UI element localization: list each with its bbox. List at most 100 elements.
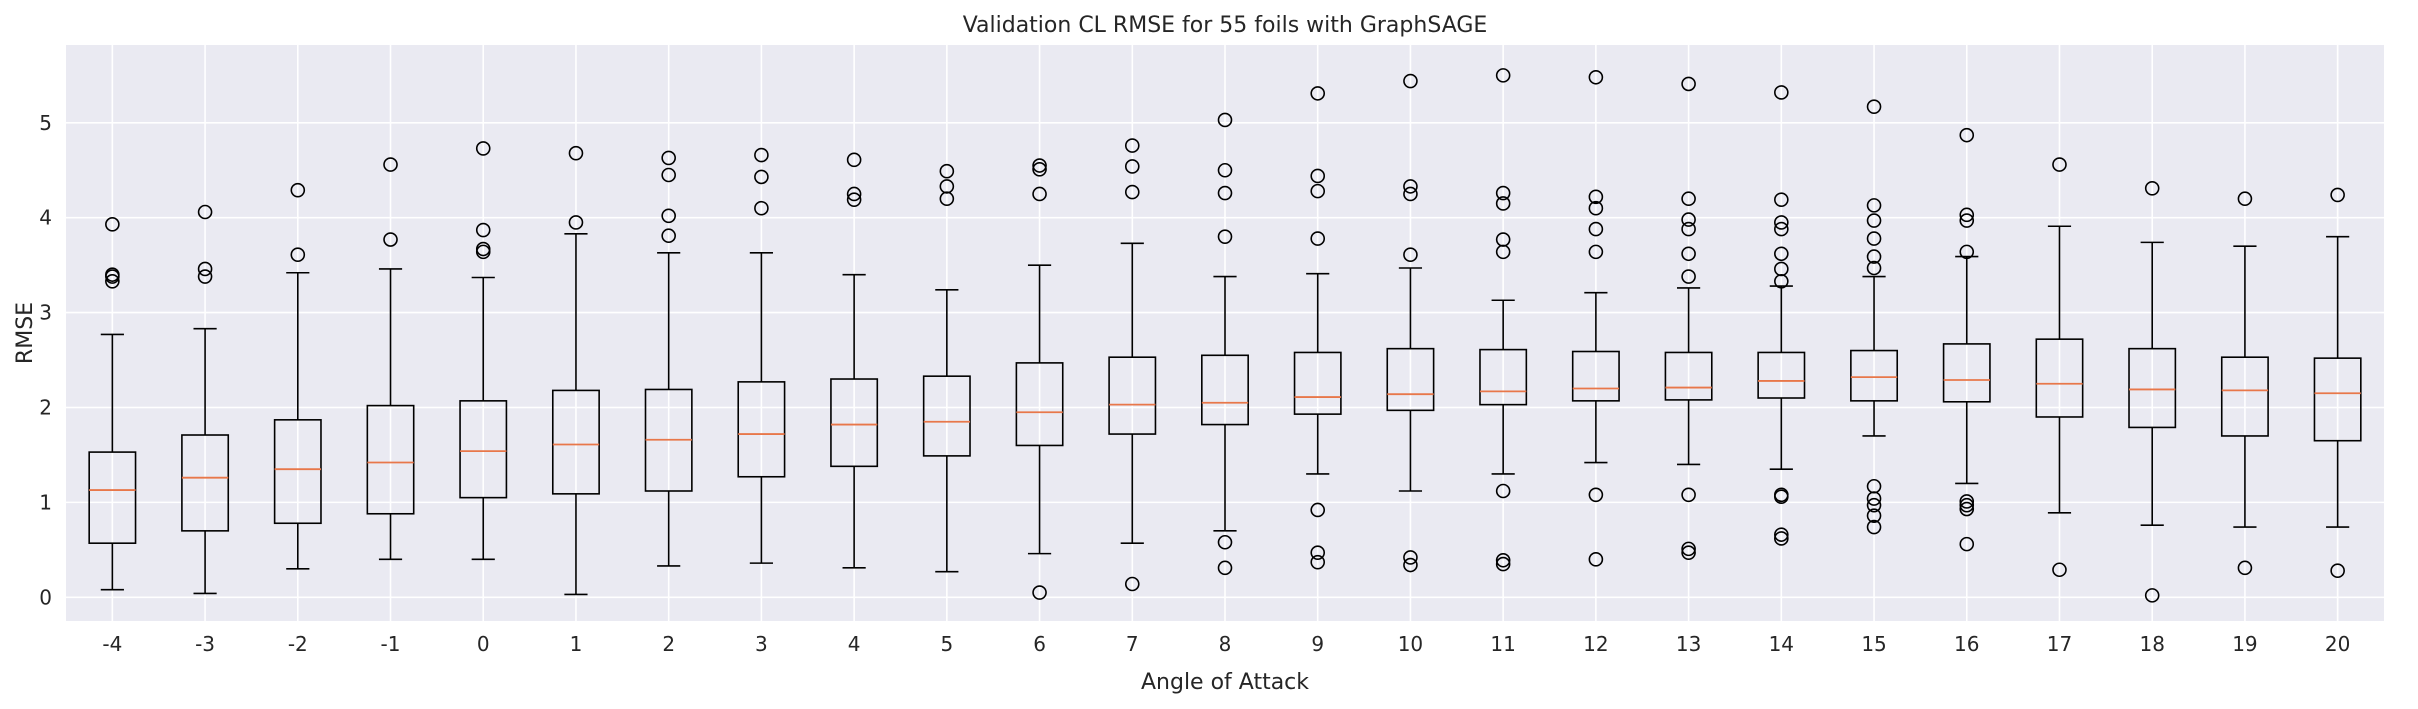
box-body [1015, 362, 1064, 447]
box-body [2313, 357, 2362, 442]
outlier-point [1124, 159, 1140, 174]
outlier-point [1959, 213, 1975, 228]
box-18 [2128, 180, 2177, 603]
box-9 [1293, 86, 1342, 570]
box-2 [644, 150, 693, 567]
outlier-point [1495, 196, 1511, 211]
x-tick-label: 12 [1583, 632, 1608, 656]
outlier-point [1495, 552, 1511, 568]
outlier-point [1588, 189, 1604, 205]
box-body [1386, 347, 1435, 412]
box-body [366, 404, 415, 515]
x-axis-label: Angle of Attack [1141, 670, 1309, 695]
outlier-point [1681, 269, 1696, 284]
outlier-point [383, 157, 398, 172]
outlier-point [1866, 231, 1882, 246]
box-body [88, 451, 137, 544]
outlier-point [290, 247, 306, 263]
box-1 [551, 145, 600, 596]
outlier-point [1866, 508, 1882, 523]
outlier-point [1774, 527, 1789, 542]
outlier-point [2330, 563, 2345, 579]
x-tick-labels: -4 -3 -2 -1 0 1 2 3 4 5 6 7 8 9 10 11 12 13 14 15 16 17 18 19 20 [102, 632, 2350, 656]
outlier-point [1032, 186, 1047, 202]
box-13 [1664, 76, 1713, 560]
x-tick-label: 1 [570, 632, 583, 656]
outlier-point [939, 163, 955, 179]
box-0 [459, 141, 508, 561]
x-tick-label: 16 [1954, 632, 1979, 656]
box-body [2128, 347, 2177, 429]
box-body [1664, 351, 1713, 401]
outlier-point [568, 145, 584, 161]
x-tick-label: 5 [940, 632, 953, 656]
box-4 [830, 152, 879, 569]
box-19 [2220, 191, 2269, 576]
outlier-point [1866, 497, 1882, 513]
y-tick-label: 0 [39, 585, 52, 609]
outlier-point [939, 179, 955, 194]
outlier-point [1866, 260, 1882, 276]
outlier-point [1681, 76, 1696, 92]
outlier-point [2237, 560, 2253, 576]
outlier-point [661, 228, 676, 244]
outlier-point [1403, 179, 1418, 194]
box-body [922, 375, 971, 457]
box-5 [922, 163, 971, 573]
x-tick-label: 9 [1311, 632, 1324, 656]
outlier-point [2330, 187, 2345, 203]
outlier-point [1310, 554, 1326, 570]
outlier-point [1403, 557, 1418, 573]
outlier-point [1310, 168, 1326, 184]
outlier-point [1774, 531, 1789, 546]
outlier-point [1217, 162, 1233, 178]
outlier-point [475, 222, 491, 238]
outlier-point [1959, 497, 1975, 513]
outlier-point [1681, 246, 1696, 262]
x-tick-label: 18 [2139, 632, 2164, 656]
outlier-point [1866, 478, 1882, 494]
outlier-point [105, 267, 120, 282]
x-tick-label: 11 [1490, 632, 1515, 656]
x-tick-label: 2 [662, 632, 675, 656]
outlier-point [1217, 560, 1233, 576]
outlier-point [197, 204, 213, 220]
outlier-point [1310, 86, 1326, 101]
outlier-point [1217, 229, 1233, 244]
outlier-point [2144, 180, 2160, 196]
outlier-point [197, 269, 213, 284]
box-body [181, 434, 230, 532]
box--3 [181, 204, 230, 595]
x-tick-label: 13 [1676, 632, 1701, 656]
y-axis-label: RMSE [13, 302, 38, 364]
outlier-point [661, 167, 676, 183]
outlier-point [1124, 138, 1140, 153]
y-tick-labels: 0 1 2 3 4 5 [39, 111, 52, 609]
x-tick-label: 17 [2047, 632, 2072, 656]
x-tick-label: -4 [102, 632, 122, 656]
outlier-point [1032, 162, 1047, 177]
outlier-point [1588, 200, 1604, 216]
outlier-point [1217, 534, 1233, 550]
box-body [737, 381, 786, 478]
outlier-point [1310, 545, 1326, 560]
x-tick-label: 4 [848, 632, 861, 656]
box-10 [1386, 73, 1435, 573]
outlier-point [1681, 191, 1696, 207]
outlier-point [1403, 247, 1418, 263]
box-17 [2035, 157, 2084, 578]
outlier-point [754, 169, 769, 185]
x-tick-label: 3 [755, 632, 768, 656]
outlier-point [1588, 552, 1604, 567]
box-body [551, 389, 600, 495]
outlier-point [661, 150, 676, 166]
box-body [273, 419, 322, 525]
box-body [1108, 356, 1157, 435]
outlier-point [1588, 221, 1604, 237]
box-body [1571, 350, 1620, 402]
outlier-point [1681, 221, 1696, 237]
outlier-point [1588, 69, 1604, 85]
outlier-point [1310, 231, 1326, 246]
box-15 [1850, 99, 1899, 535]
